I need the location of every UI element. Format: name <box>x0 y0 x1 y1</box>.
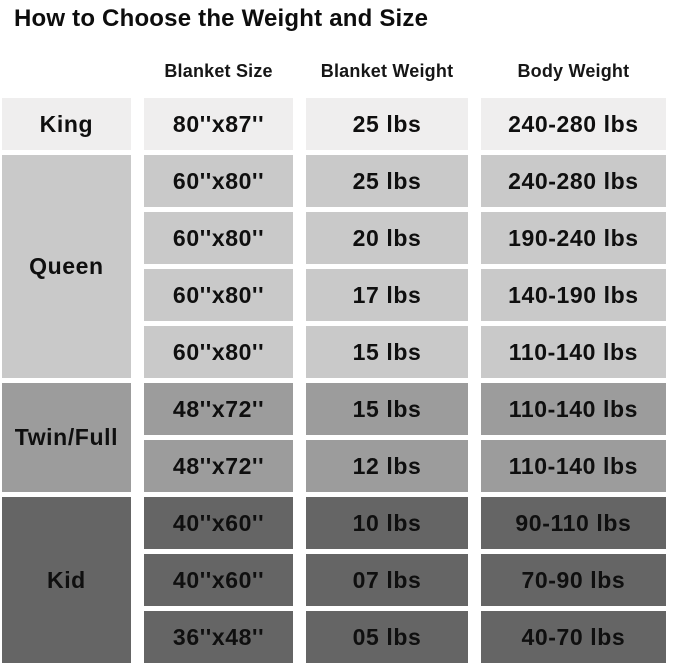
group-label-twin-full: Twin/Full <box>2 383 131 492</box>
table-row: 36''x48'' 05 lbs 40-70 lbs <box>2 611 666 663</box>
body-weight-cell: 70-90 lbs <box>480 554 666 606</box>
table-row: 40''x60'' 07 lbs 70-90 lbs <box>2 554 666 606</box>
column-header-blanket-size: Blanket Size <box>164 61 273 81</box>
blanket-size-cell: 60''x80'' <box>143 155 294 207</box>
body-weight-cell: 140-190 lbs <box>480 269 666 321</box>
blanket-size-cell: 80''x87'' <box>143 98 294 150</box>
blanket-weight-cell: 07 lbs <box>306 554 468 606</box>
blanket-weight-cell: 25 lbs <box>306 155 468 207</box>
body-weight-cell: 110-140 lbs <box>480 440 666 492</box>
group-label-king: King <box>2 98 131 150</box>
column-header-blanket-weight: Blanket Weight <box>320 61 454 81</box>
table-row: 60''x80'' 15 lbs 110-140 lbs <box>2 326 666 378</box>
table-row: Queen 60''x80'' 25 lbs 240-280 lbs <box>2 155 666 378</box>
blanket-size-cell: 60''x80'' <box>143 212 294 264</box>
blanket-size-cell: 48''x72'' <box>143 383 294 435</box>
blanket-size-cell: 60''x80'' <box>143 326 294 378</box>
group-label-kid: Kid <box>2 497 131 663</box>
blanket-weight-cell: 17 lbs <box>306 269 468 321</box>
table-row: King 80''x87'' 25 lbs 240-280 lbs <box>2 98 666 150</box>
blanket-size-cell: 40''x60'' <box>143 554 294 606</box>
table-row: 48''x72'' 12 lbs 110-140 lbs <box>2 440 666 492</box>
size-weight-table: Blanket Size Blanket Weight Body Weight … <box>0 36 679 667</box>
blanket-weight-cell: 10 lbs <box>306 497 468 549</box>
body-weight-cell: 240-280 lbs <box>480 155 666 207</box>
header-row: Blanket Size Blanket Weight Body Weight <box>2 41 666 93</box>
table-row: 60''x80'' 20 lbs 190-240 lbs <box>2 212 666 264</box>
blanket-weight-cell: 20 lbs <box>306 212 468 264</box>
table-row: Twin/Full 48''x72'' 15 lbs 110-140 lbs <box>2 383 666 492</box>
body-weight-cell: 90-110 lbs <box>480 497 666 549</box>
body-weight-cell: 240-280 lbs <box>480 98 666 150</box>
table-row: Kid 40''x60'' 10 lbs 90-110 lbs <box>2 497 666 663</box>
blanket-size-cell: 36''x48'' <box>143 611 294 663</box>
blanket-size-cell: 60''x80'' <box>143 269 294 321</box>
page-title: How to Choose the Weight and Size <box>14 5 429 32</box>
table-row: 60''x80'' 17 lbs 140-190 lbs <box>2 269 666 321</box>
column-header-empty <box>2 41 131 93</box>
blanket-weight-cell: 05 lbs <box>306 611 468 663</box>
group-label-queen: Queen <box>2 155 131 378</box>
column-header-body-weight: Body Weight <box>517 61 630 81</box>
body-weight-cell: 110-140 lbs <box>480 326 666 378</box>
blanket-weight-cell: 15 lbs <box>306 326 468 378</box>
blanket-weight-cell: 12 lbs <box>306 440 468 492</box>
blanket-weight-cell: 25 lbs <box>306 98 468 150</box>
blanket-weight-cell: 15 lbs <box>306 383 468 435</box>
body-weight-cell: 40-70 lbs <box>480 611 666 663</box>
blanket-size-cell: 48''x72'' <box>143 440 294 492</box>
blanket-size-cell: 40''x60'' <box>143 497 294 549</box>
body-weight-cell: 110-140 lbs <box>480 383 666 435</box>
body-weight-cell: 190-240 lbs <box>480 212 666 264</box>
